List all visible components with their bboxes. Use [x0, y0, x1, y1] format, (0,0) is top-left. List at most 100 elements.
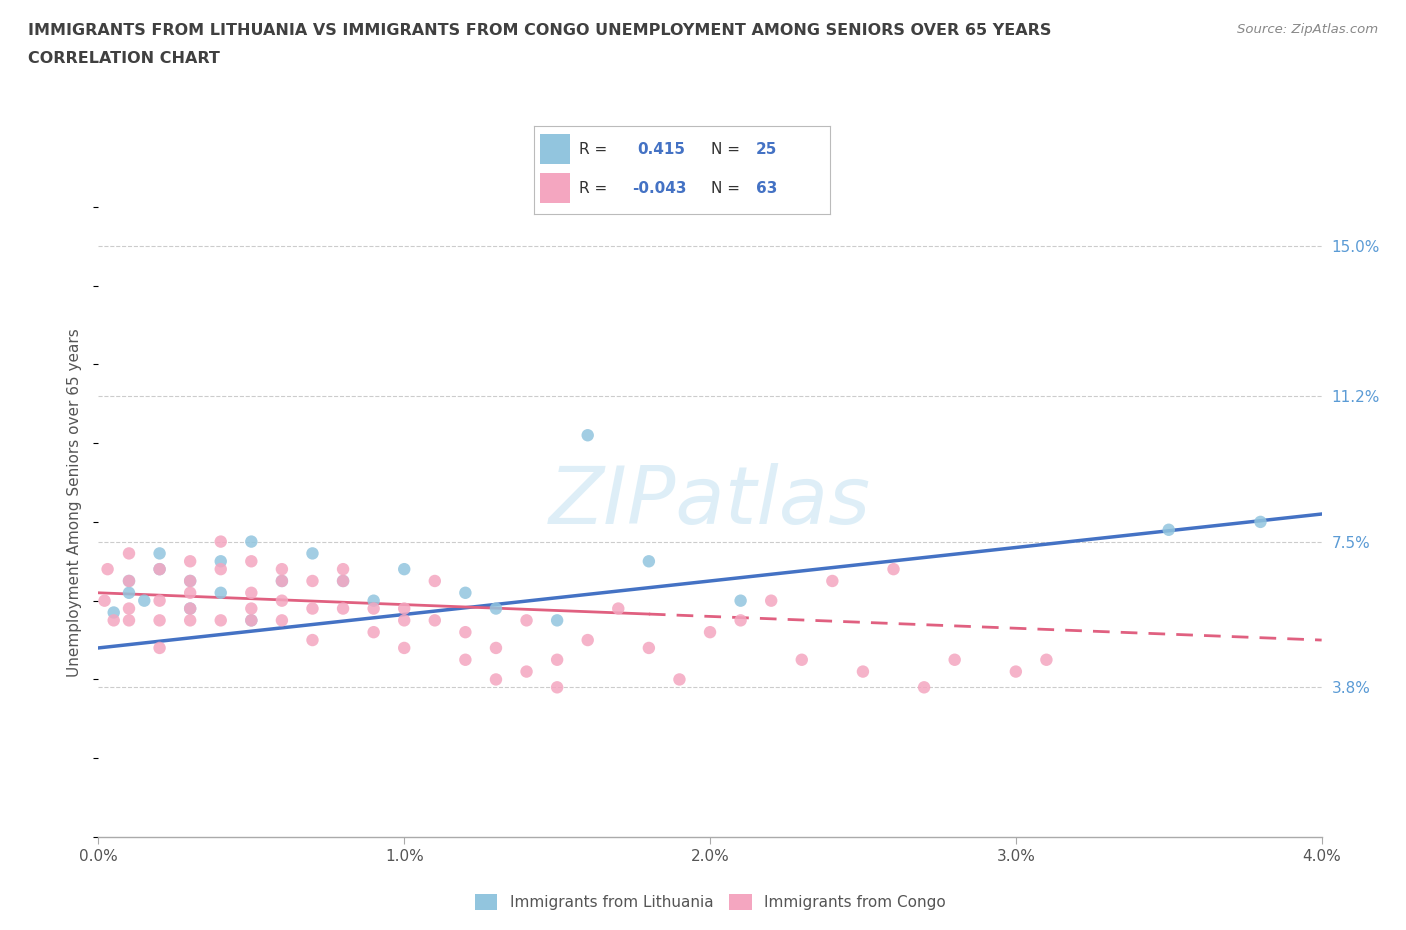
Point — [179, 601, 201, 616]
Point — [118, 601, 141, 616]
Point — [546, 613, 568, 628]
Point — [392, 562, 416, 577]
Point — [209, 554, 232, 569]
Point — [149, 562, 172, 577]
Point — [270, 613, 294, 628]
Text: 0.415: 0.415 — [638, 142, 686, 157]
Point — [546, 680, 568, 695]
Point — [912, 680, 935, 695]
Point — [332, 562, 354, 577]
Point — [576, 632, 599, 647]
Point — [118, 613, 141, 628]
Point — [97, 562, 120, 577]
Point — [759, 593, 782, 608]
Point — [179, 585, 201, 600]
Text: CORRELATION CHART: CORRELATION CHART — [28, 51, 219, 66]
Point — [240, 601, 263, 616]
Point — [730, 613, 752, 628]
Point — [637, 641, 661, 656]
Point — [209, 562, 232, 577]
Point — [1157, 523, 1180, 538]
Point — [118, 574, 141, 589]
Point — [103, 605, 125, 620]
Point — [1004, 664, 1026, 679]
Point — [301, 574, 323, 589]
Text: Source: ZipAtlas.com: Source: ZipAtlas.com — [1237, 23, 1378, 36]
Point — [423, 574, 446, 589]
Point — [149, 562, 172, 577]
Text: R =: R = — [579, 142, 607, 157]
Point — [454, 625, 477, 640]
Y-axis label: Unemployment Among Seniors over 65 years: Unemployment Among Seniors over 65 years — [67, 328, 83, 677]
Point — [301, 546, 323, 561]
Text: ZIPatlas: ZIPatlas — [548, 463, 872, 541]
Point — [485, 601, 508, 616]
Point — [790, 652, 813, 667]
Point — [392, 601, 416, 616]
Point — [240, 613, 263, 628]
Point — [516, 664, 538, 679]
Point — [363, 593, 385, 608]
Point — [852, 664, 875, 679]
Text: R =: R = — [579, 180, 607, 196]
Text: -0.043: -0.043 — [631, 180, 686, 196]
Point — [607, 601, 630, 616]
Point — [179, 574, 201, 589]
Point — [149, 546, 172, 561]
Point — [392, 613, 416, 628]
Bar — [540, 135, 569, 165]
Point — [943, 652, 966, 667]
Text: IMMIGRANTS FROM LITHUANIA VS IMMIGRANTS FROM CONGO UNEMPLOYMENT AMONG SENIORS OV: IMMIGRANTS FROM LITHUANIA VS IMMIGRANTS … — [28, 23, 1052, 38]
Point — [149, 641, 172, 656]
Point — [209, 534, 232, 549]
Bar — [540, 173, 569, 204]
Point — [240, 554, 263, 569]
Point — [392, 641, 416, 656]
Point — [118, 546, 141, 561]
Text: N =: N = — [711, 180, 741, 196]
Point — [423, 613, 446, 628]
Point — [668, 672, 690, 687]
Text: 25: 25 — [756, 142, 778, 157]
Text: 63: 63 — [756, 180, 778, 196]
Point — [637, 554, 661, 569]
Point — [240, 613, 263, 628]
Point — [363, 625, 385, 640]
Point — [454, 652, 477, 667]
Point — [454, 585, 477, 600]
Point — [270, 574, 294, 589]
Point — [93, 593, 115, 608]
Point — [179, 554, 201, 569]
Point — [1035, 652, 1057, 667]
Point — [332, 601, 354, 616]
Point — [699, 625, 721, 640]
Legend: Immigrants from Lithuania, Immigrants from Congo: Immigrants from Lithuania, Immigrants fr… — [468, 888, 952, 916]
Point — [209, 585, 232, 600]
Point — [149, 593, 172, 608]
Point — [103, 613, 125, 628]
Point — [332, 574, 354, 589]
Point — [118, 585, 141, 600]
Point — [270, 562, 294, 577]
Point — [821, 574, 844, 589]
Point — [270, 593, 294, 608]
Point — [363, 601, 385, 616]
Point — [240, 534, 263, 549]
Point — [179, 574, 201, 589]
Point — [179, 601, 201, 616]
Point — [149, 613, 172, 628]
Point — [576, 428, 599, 443]
Point — [485, 672, 508, 687]
Point — [179, 613, 201, 628]
Point — [516, 613, 538, 628]
Text: N =: N = — [711, 142, 741, 157]
Point — [546, 652, 568, 667]
Point — [209, 613, 232, 628]
Point — [485, 641, 508, 656]
Point — [240, 585, 263, 600]
Point — [1249, 514, 1271, 529]
Point — [118, 574, 141, 589]
Point — [270, 574, 294, 589]
Point — [301, 601, 323, 616]
Point — [883, 562, 905, 577]
